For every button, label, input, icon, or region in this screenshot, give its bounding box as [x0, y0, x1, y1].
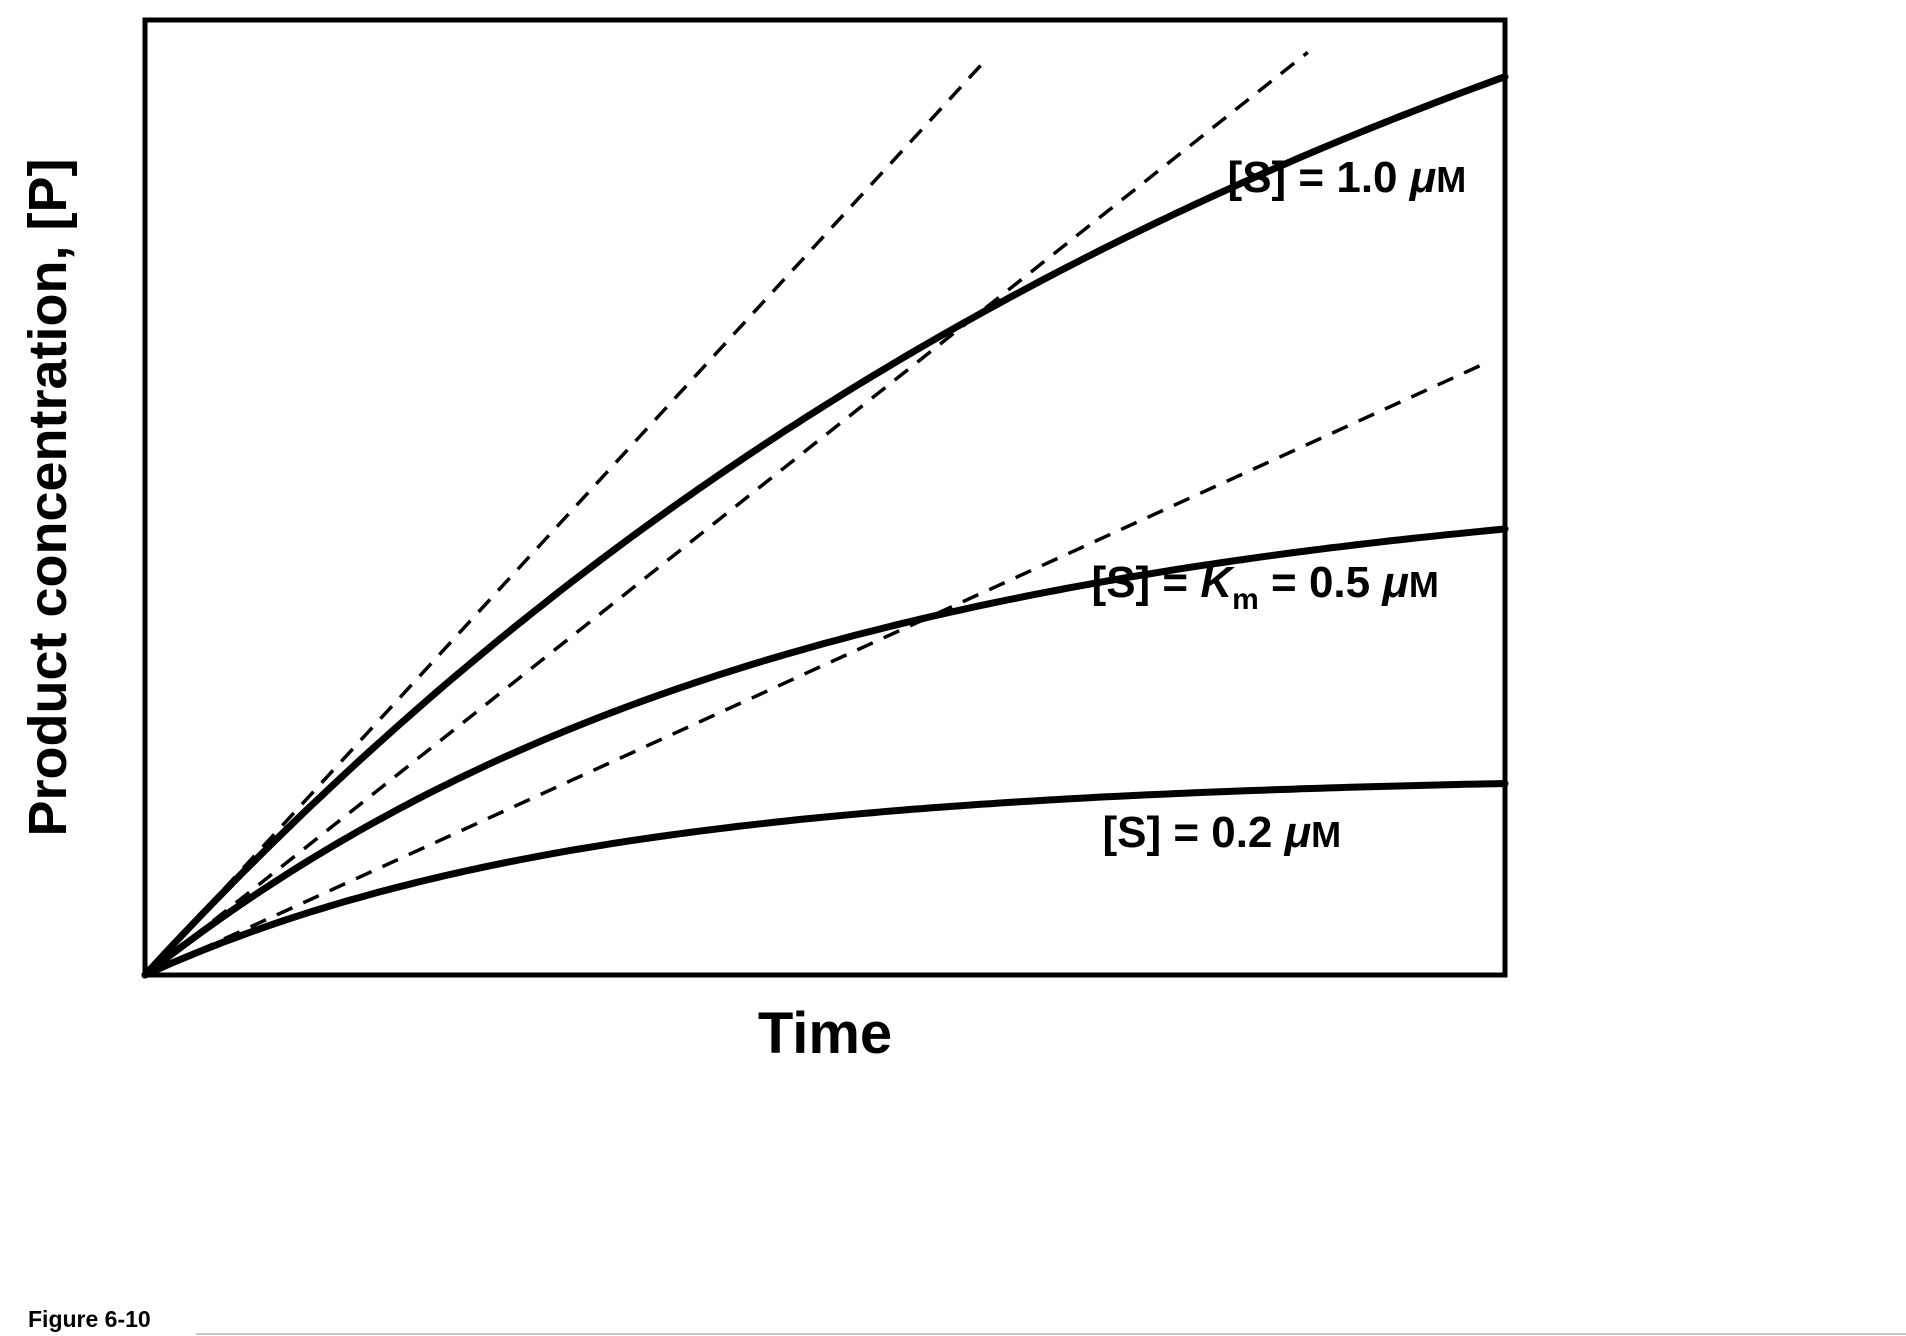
- initial-rate-tangent-substrate-0.5uM: [143, 50, 1309, 977]
- series-label-0.5uM: [S] = Km = 0.5 μM: [1092, 558, 1439, 616]
- series-label-0.2uM: [S] = 0.2 μM: [1102, 808, 1341, 857]
- progress-curve-substrate-0.5uM: [141, 525, 1509, 979]
- series-label-1.0uM: [S] = 1.0 μM: [1228, 153, 1467, 202]
- figure-caption: Figure 6-10: [28, 1306, 151, 1332]
- y-axis-label: Product concentration, [P]: [18, 158, 78, 836]
- initial-rate-tangent-substrate-0.2uM: [144, 361, 1486, 977]
- initial-rate-tangent-substrate-1.0uM: [143, 56, 990, 977]
- plot-frame: [142, 17, 1508, 978]
- page-rule: [196, 1333, 1906, 1335]
- x-axis-label: Time: [758, 1001, 892, 1066]
- progress-curve-substrate-0.2uM: [141, 780, 1509, 979]
- progress-curve-substrate-1.0uM: [141, 73, 1509, 979]
